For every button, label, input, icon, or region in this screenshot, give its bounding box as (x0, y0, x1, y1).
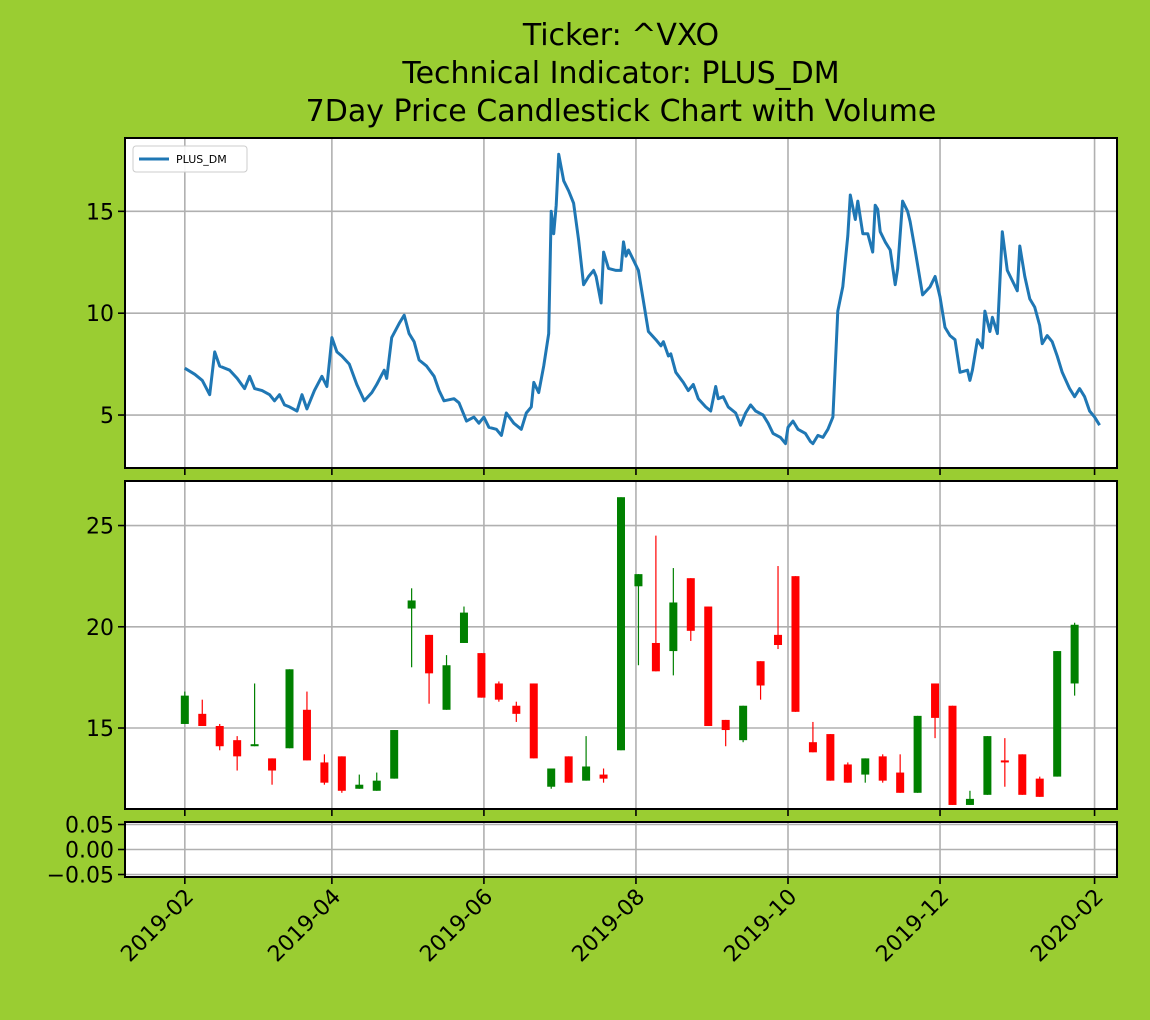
candle-body-29 (686, 578, 695, 631)
volume-ytick-label-1: 0.00 (65, 839, 114, 864)
candle-body-44 (948, 705, 957, 805)
plus-dm-line (184, 152, 1101, 446)
candle-body-40 (878, 756, 887, 781)
candle-body-16 (459, 612, 468, 643)
candle-body-34 (774, 634, 783, 645)
candle-body-22 (564, 756, 573, 783)
candle-body-23 (582, 766, 591, 781)
legend-box (132, 145, 248, 173)
indicator-ytick-label-2: 15 (86, 200, 114, 225)
indicator-ytick-label-0: 5 (100, 404, 114, 429)
candle-body-5 (268, 758, 277, 771)
candle-body-18 (494, 683, 503, 700)
volume-ytick-label-2: −0.05 (47, 864, 114, 889)
candle-body-41 (896, 772, 905, 793)
candle-body-32 (739, 705, 748, 741)
candle-body-51 (1070, 624, 1079, 684)
price-ytick-label-2: 25 (86, 515, 114, 540)
candle-body-20 (529, 683, 538, 759)
candle-body-27 (651, 642, 660, 672)
candle-body-7 (302, 709, 311, 761)
candle-body-17 (477, 653, 486, 698)
price-ytick-label-0: 15 (86, 717, 114, 742)
candle-body-28 (669, 602, 678, 652)
candle-body-21 (547, 768, 556, 787)
candle-body-33 (756, 661, 765, 686)
indicator-panel: 5 10 15 PLUS_DM (86, 137, 1118, 475)
candle-body-24 (599, 774, 608, 779)
candle-body-45 (965, 798, 974, 805)
candle-body-10 (355, 784, 364, 789)
candle-body-8 (320, 762, 329, 783)
candle-body-38 (843, 764, 852, 783)
candle-body-42 (913, 715, 922, 793)
candle-body-26 (634, 574, 643, 587)
candle-body-12 (390, 730, 399, 779)
title-line-3: 7Day Price Candlestick Chart with Volume (306, 94, 937, 129)
indicator-ytick-label-1: 10 (86, 302, 114, 327)
candle-body-31 (721, 719, 730, 731)
candle-body-15 (442, 665, 451, 710)
chart-title: Ticker: ^VXO Technical Indicator: PLUS_D… (306, 18, 937, 129)
candle-body-9 (337, 756, 346, 791)
candle-body-30 (704, 606, 713, 726)
candle-body-50 (1053, 651, 1062, 777)
price-ytick-label-1: 20 (86, 616, 114, 641)
volume-panel: 0.050.00−0.05 (47, 814, 1118, 889)
candle-body-49 (1035, 778, 1044, 797)
legend-label: PLUS_DM (176, 153, 227, 166)
candle-body-0 (180, 695, 189, 724)
price-frame (124, 480, 1118, 810)
indicator-plot-area (125, 138, 1117, 468)
volume-ytick-label-0: 0.05 (65, 814, 114, 839)
title-line-1: Ticker: ^VXO (522, 18, 719, 53)
title-line-2: Technical Indicator: PLUS_DM (401, 56, 839, 91)
candle-body-46 (983, 736, 992, 795)
candle-body-47 (1000, 760, 1009, 763)
candle-body-43 (931, 683, 940, 718)
candle-body-4 (250, 744, 259, 747)
candle-body-37 (826, 734, 835, 781)
candle-body-2 (215, 725, 224, 747)
volume-frame (124, 821, 1118, 878)
candle-body-39 (861, 758, 870, 775)
legend: PLUS_DM (132, 145, 248, 173)
candle-body-3 (233, 740, 242, 757)
candlestick-panel: 15 20 25 (86, 480, 1118, 816)
candle-body-6 (285, 669, 294, 749)
candle-body-35 (791, 576, 800, 712)
candle-body-11 (372, 780, 381, 791)
candle-body-1 (198, 713, 207, 726)
candle-body-48 (1018, 754, 1027, 795)
candle-body-19 (512, 705, 521, 714)
candle-body-13 (407, 600, 416, 609)
indicator-frame (124, 137, 1118, 469)
candle-body-36 (808, 742, 817, 753)
candle-body-14 (425, 634, 434, 674)
candle-body-25 (617, 497, 625, 751)
